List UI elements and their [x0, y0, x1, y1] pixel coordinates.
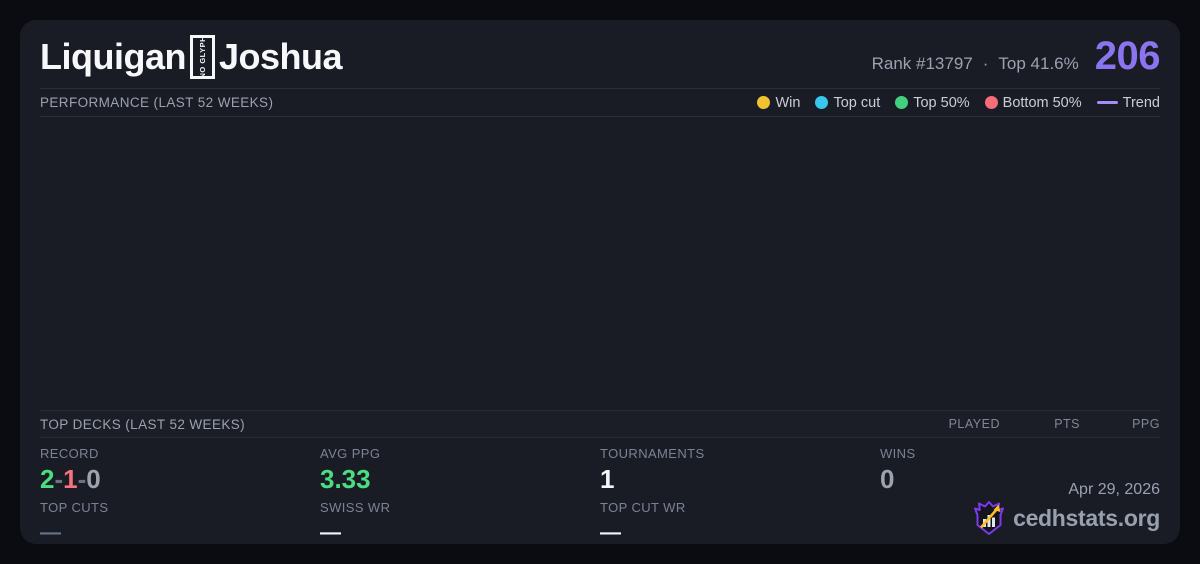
- column-header-ppg: PPG: [1132, 417, 1160, 431]
- column-header-played: PLAYED: [948, 417, 1000, 431]
- generated-date: Apr 29, 2026: [1068, 481, 1160, 498]
- stat-label: WINS: [880, 446, 916, 461]
- player-score: 206: [1094, 34, 1161, 78]
- top-50-dot-icon: [895, 96, 909, 109]
- bottom-50-dot-icon: [984, 96, 998, 109]
- rank-label: Rank #13797: [871, 54, 973, 73]
- legend-item-win[interactable]: Win: [757, 95, 800, 111]
- stat-top-cut-wr: TOP CUT WR —: [600, 500, 880, 546]
- separator-dot: ·: [982, 54, 989, 73]
- record-wins: 2: [40, 464, 55, 494]
- rank-summary: Rank #13797 · Top 41.6% 206: [871, 34, 1161, 79]
- player-stats-card: Liquigan NO GLYPH Joshua Rank #13797 · Top…: [20, 20, 1180, 544]
- record-draws: 0: [86, 464, 101, 494]
- record-separator: -: [54, 464, 64, 494]
- card-header: Liquigan NO GLYPH Joshua Rank #13797 · Top…: [40, 34, 1161, 88]
- stat-label: TOURNAMENTS: [600, 446, 705, 461]
- top-decks-title: TOP DECKS (LAST 52 WEEKS): [40, 416, 246, 432]
- legend-item-trend[interactable]: Trend: [1096, 94, 1160, 111]
- top-cut-wr-value: —: [600, 520, 621, 544]
- stat-avg-ppg: AVG PPG 3.33: [320, 446, 600, 494]
- swiss-wr-value: —: [320, 520, 341, 544]
- legend-label: Bottom 50%: [1002, 94, 1082, 111]
- legend-item-top-cut[interactable]: Top cut: [815, 95, 880, 111]
- stat-top-cuts: TOP CUTS —: [40, 500, 320, 546]
- header-divider: [40, 88, 1160, 89]
- wins-value: 0: [880, 464, 895, 494]
- avg-ppg-value: 3.33: [320, 464, 371, 494]
- player-first-name: Liquigan: [40, 36, 186, 77]
- trend-line-icon: [1096, 101, 1118, 104]
- top-cuts-value: —: [40, 520, 61, 544]
- stat-swiss-wr: SWISS WR —: [320, 500, 600, 546]
- legend-label: Top cut: [833, 94, 881, 111]
- card-footer: Apr 29, 2026 cedhstats.org: [973, 481, 1160, 536]
- tournaments-value: 1: [600, 464, 615, 494]
- stat-wins: WINS 0: [880, 446, 1160, 494]
- stat-label: TOP CUTS: [40, 499, 109, 515]
- stat-label: TOP CUT WR: [600, 499, 686, 515]
- legend-label: Trend: [1122, 94, 1160, 111]
- record-value: 2-1-0: [40, 465, 320, 494]
- legend-item-top-50[interactable]: Top 50%: [895, 94, 970, 111]
- performance-title: PERFORMANCE (LAST 52 WEEKS): [40, 95, 274, 110]
- stats-grid: RECORD 2-1-0 AVG PPG 3.33 TOURNAMENTS 1 …: [40, 438, 1160, 546]
- stat-record: RECORD 2-1-0: [40, 446, 320, 494]
- top-decks-header: TOP DECKS (LAST 52 WEEKS) PLAYED PTS PPG: [40, 410, 1160, 438]
- top-percent-label: Top 41.6%: [998, 54, 1079, 73]
- stat-label: AVG PPG: [320, 446, 381, 461]
- win-dot-icon: [757, 96, 771, 109]
- stat-tournaments: TOURNAMENTS 1: [600, 446, 880, 494]
- cedhstats-crest-icon: [974, 501, 1005, 535]
- player-name: Liquigan NO GLYPH Joshua: [40, 35, 343, 79]
- performance-section-header: PERFORMANCE (LAST 52 WEEKS) Win Top cut …: [40, 89, 1160, 116]
- top-decks-columns: PLAYED PTS PPG: [920, 417, 1160, 431]
- brand[interactable]: cedhstats.org: [973, 500, 1160, 536]
- player-last-name: Joshua: [218, 36, 343, 77]
- column-header-pts: PTS: [1054, 417, 1080, 431]
- missing-glyph-box: NO GLYPH: [189, 35, 215, 79]
- record-separator: -: [77, 464, 87, 494]
- legend-label: Win: [775, 94, 801, 111]
- legend-divider: [40, 116, 1160, 117]
- performance-chart: [40, 117, 1160, 410]
- legend-label: Top 50%: [913, 94, 970, 111]
- brand-name: cedhstats.org: [1013, 504, 1160, 531]
- stat-label: RECORD: [40, 446, 99, 461]
- record-losses: 1: [63, 464, 78, 494]
- legend-item-bottom-50[interactable]: Bottom 50%: [984, 94, 1082, 111]
- chart-legend: Win Top cut Top 50% Bottom 50% Trend: [757, 95, 1160, 111]
- stat-label: SWISS WR: [320, 499, 391, 515]
- top-cut-dot-icon: [815, 96, 829, 109]
- missing-glyph-text: NO GLYPH: [197, 35, 207, 79]
